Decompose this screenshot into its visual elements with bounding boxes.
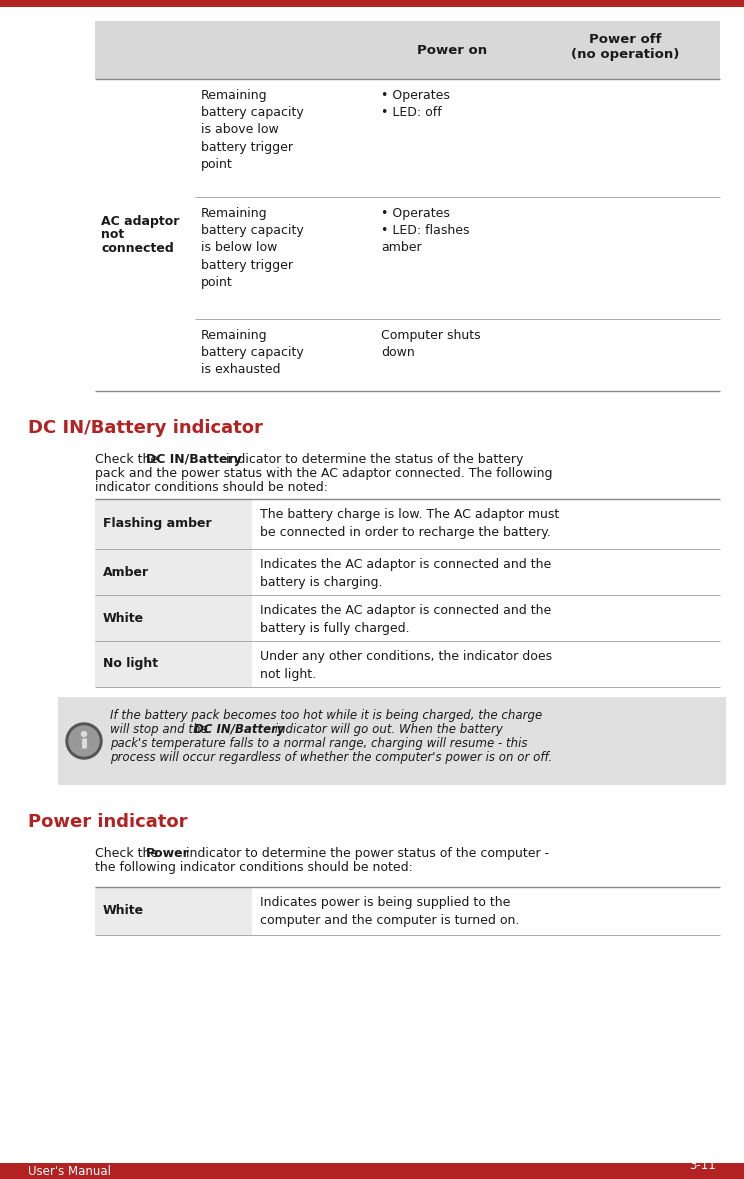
Bar [95,641,252,687]
Text: Computer shuts
down: Computer shuts down [381,329,481,360]
Text: Indicates the AC adaptor is connected and the
battery is charging.: Indicates the AC adaptor is connected an… [260,558,551,590]
Text: Indicates the AC adaptor is connected and the
battery is fully charged.: Indicates the AC adaptor is connected an… [260,604,551,635]
Circle shape [66,723,102,759]
Circle shape [82,731,86,737]
Text: 3-11: 3-11 [689,1159,716,1172]
Text: No light: No light [103,658,158,671]
Text: (no operation): (no operation) [571,48,679,61]
Text: Indicates power is being supplied to the
computer and the computer is turned on.: Indicates power is being supplied to the… [260,896,519,927]
Bar [95,887,252,935]
Text: White: White [103,612,144,625]
Text: DC IN/Battery: DC IN/Battery [194,723,284,736]
Text: not: not [101,229,124,242]
Text: the following indicator conditions should be noted:: the following indicator conditions shoul… [95,861,413,874]
Text: Check the: Check the [95,453,162,466]
Text: Power off: Power off [589,33,661,46]
Text: pack and the power status with the AC adaptor connected. The following: pack and the power status with the AC ad… [95,467,553,480]
Text: AC adaptor: AC adaptor [101,215,179,228]
Text: Flashing amber: Flashing amber [103,518,211,531]
Text: Amber: Amber [103,566,149,579]
Text: indicator conditions should be noted:: indicator conditions should be noted: [95,481,328,494]
Text: Remaining
battery capacity
is exhausted: Remaining battery capacity is exhausted [201,329,304,376]
Text: If the battery pack becomes too hot while it is being charged, the charge: If the battery pack becomes too hot whil… [110,709,542,722]
Text: Remaining
battery capacity
is below low
battery trigger
point: Remaining battery capacity is below low … [201,208,304,289]
Text: DC IN/Battery: DC IN/Battery [146,453,242,466]
Text: will stop and the: will stop and the [110,723,211,736]
Text: Power indicator: Power indicator [28,814,187,831]
Text: Power on: Power on [417,44,487,57]
Text: The battery charge is low. The AC adaptor must
be connected in order to recharge: The battery charge is low. The AC adapto… [260,508,559,539]
Text: White: White [103,904,144,917]
Text: Power: Power [146,847,190,859]
Text: DC IN/Battery indicator: DC IN/Battery indicator [28,419,263,437]
Text: Remaining
battery capacity
is above low
battery trigger
point: Remaining battery capacity is above low … [201,88,304,171]
Text: connected: connected [101,243,174,256]
Text: • Operates
• LED: off: • Operates • LED: off [381,88,450,119]
Text: process will occur regardless of whether the computer's power is on or off.: process will occur regardless of whether… [110,751,552,764]
Text: Check the: Check the [95,847,162,859]
Bar [95,595,252,641]
Text: indicator to determine the status of the battery: indicator to determine the status of the… [222,453,523,466]
Bar [95,21,720,79]
Bar [0,0,744,7]
Text: pack's temperature falls to a normal range, charging will resume - this: pack's temperature falls to a normal ran… [110,737,527,750]
Text: • Operates
• LED: flashes
amber: • Operates • LED: flashes amber [381,208,469,255]
Text: indicator to determine the power status of the computer -: indicator to determine the power status … [182,847,549,859]
Text: Under any other conditions, the indicator does
not light.: Under any other conditions, the indicato… [260,650,552,681]
Bar [58,697,726,785]
Bar [95,549,252,595]
Bar [95,499,252,549]
Bar [0,1162,744,1179]
Text: User's Manual: User's Manual [28,1165,111,1178]
Text: indicator will go out. When the battery: indicator will go out. When the battery [271,723,503,736]
Circle shape [69,726,99,756]
